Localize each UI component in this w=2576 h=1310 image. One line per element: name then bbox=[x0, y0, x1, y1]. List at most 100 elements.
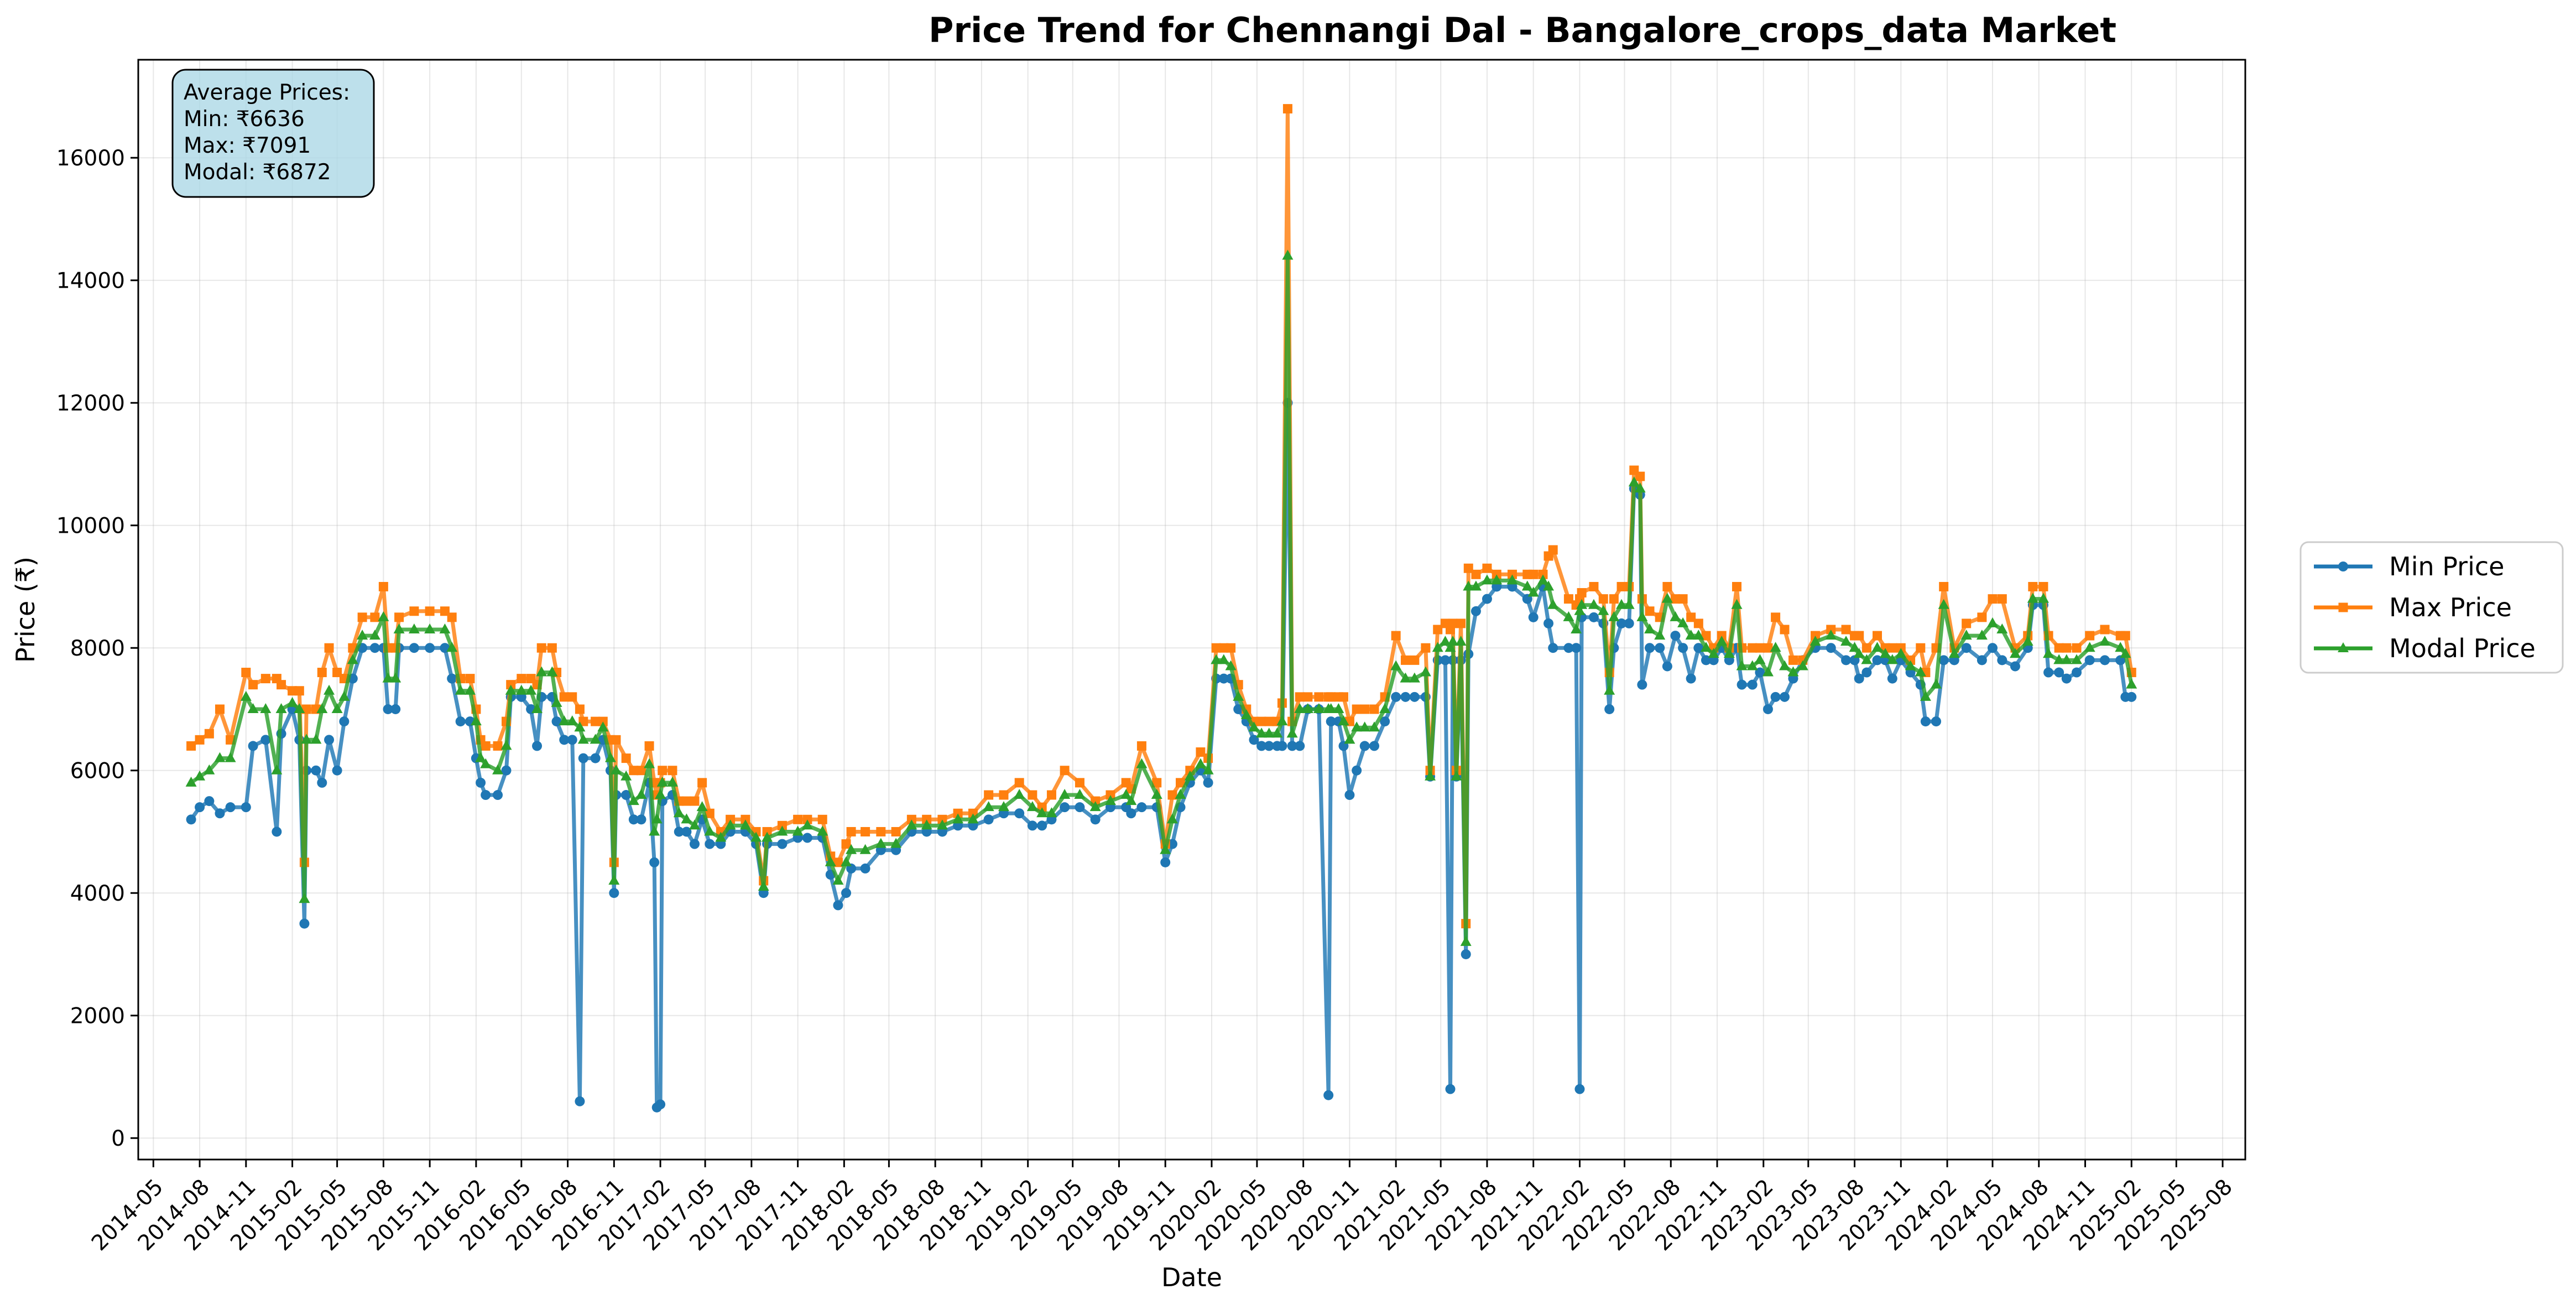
data-point bbox=[1196, 747, 1206, 757]
data-point bbox=[551, 696, 562, 707]
data-point bbox=[2126, 692, 2137, 702]
data-point bbox=[2072, 643, 2082, 653]
data-point bbox=[1256, 727, 1268, 738]
data-point bbox=[1276, 715, 1288, 726]
data-point bbox=[260, 674, 270, 684]
plot-frame bbox=[137, 59, 2246, 1161]
data-point bbox=[493, 790, 503, 800]
data-point bbox=[1662, 661, 1672, 672]
data-point bbox=[2100, 655, 2110, 666]
data-point bbox=[1218, 673, 1229, 684]
data-point bbox=[1871, 642, 1883, 652]
data-point bbox=[628, 795, 639, 805]
data-point bbox=[1896, 643, 1906, 653]
legend-item: Max Price bbox=[2314, 592, 2512, 622]
data-point bbox=[1369, 741, 1380, 751]
data-point bbox=[1176, 778, 1186, 788]
data-point bbox=[1256, 716, 1266, 726]
data-point bbox=[357, 612, 367, 622]
data-point bbox=[1693, 630, 1704, 640]
data-point bbox=[906, 814, 916, 824]
data-point bbox=[1379, 703, 1391, 713]
data-point bbox=[1409, 672, 1420, 683]
data-point bbox=[793, 814, 803, 824]
annotation-line-heading: Average Prices: bbox=[184, 80, 350, 105]
data-point bbox=[1563, 611, 1574, 621]
data-point bbox=[1872, 655, 1883, 666]
data-point bbox=[2037, 592, 2049, 603]
data-point bbox=[952, 813, 964, 824]
chart-title: Price Trend for Chennangi Dal - Bangalor… bbox=[929, 10, 2116, 50]
data-point bbox=[1460, 935, 1472, 946]
data-point bbox=[1400, 672, 1411, 683]
data-point bbox=[338, 690, 350, 701]
data-point bbox=[1736, 660, 1748, 670]
data-point bbox=[906, 819, 917, 830]
data-point bbox=[2071, 654, 2083, 664]
data-point bbox=[2009, 648, 2021, 658]
data-point bbox=[1686, 673, 1696, 684]
data-point bbox=[1359, 741, 1370, 751]
data-point bbox=[2115, 642, 2126, 652]
data-point bbox=[1645, 606, 1655, 616]
data-point bbox=[1762, 704, 1773, 714]
data-point bbox=[636, 814, 646, 825]
data-point bbox=[1136, 758, 1148, 768]
data-point bbox=[1302, 703, 1313, 713]
data-point bbox=[301, 704, 311, 714]
data-point bbox=[656, 776, 668, 787]
average-prices-annotation: Average Prices: Min: ₹6636 Max: ₹7091 Mo… bbox=[171, 69, 375, 198]
data-point bbox=[2084, 655, 2095, 666]
data-point bbox=[1456, 618, 1466, 628]
data-point bbox=[1645, 643, 1655, 653]
data-point bbox=[937, 814, 947, 824]
data-point bbox=[1574, 605, 1586, 615]
data-point bbox=[1987, 643, 1998, 653]
data-point bbox=[1323, 1090, 1334, 1100]
data-point bbox=[531, 703, 543, 713]
data-point bbox=[1634, 482, 1646, 493]
data-point bbox=[1152, 778, 1162, 788]
data-point bbox=[409, 643, 419, 653]
data-point bbox=[1770, 692, 1781, 702]
data-point bbox=[1360, 704, 1370, 714]
data-point bbox=[559, 715, 570, 726]
data-point bbox=[846, 826, 856, 836]
data-point bbox=[1654, 630, 1666, 640]
data-point bbox=[1977, 612, 1987, 622]
series-modal-price bbox=[185, 249, 2137, 946]
data-point bbox=[1286, 727, 1298, 738]
data-point bbox=[841, 839, 851, 849]
data-point bbox=[2053, 654, 2065, 664]
data-point bbox=[1609, 594, 1619, 604]
data-point bbox=[378, 611, 389, 621]
data-point bbox=[1037, 820, 1047, 831]
data-point bbox=[817, 814, 827, 824]
data-point bbox=[1538, 569, 1548, 579]
data-point bbox=[1543, 618, 1554, 628]
data-point bbox=[1369, 721, 1380, 732]
data-point bbox=[1014, 789, 1025, 799]
data-point bbox=[1447, 636, 1459, 646]
data-point bbox=[1314, 692, 1324, 702]
data-point bbox=[1014, 808, 1025, 819]
data-point bbox=[215, 704, 225, 714]
data-point bbox=[566, 715, 578, 726]
data-point bbox=[999, 790, 1009, 800]
data-point bbox=[1470, 580, 1482, 591]
data-point bbox=[1400, 655, 1410, 665]
data-point bbox=[1920, 716, 1931, 727]
data-point bbox=[1075, 802, 1085, 813]
data-point bbox=[1211, 643, 1221, 653]
data-point bbox=[536, 643, 546, 653]
data-point bbox=[1577, 588, 1587, 598]
data-point bbox=[476, 777, 486, 788]
data-point bbox=[1636, 611, 1648, 621]
legend: Min Price Max Price Modal Price bbox=[2299, 541, 2564, 674]
data-point bbox=[1167, 790, 1177, 800]
data-point bbox=[1708, 648, 1719, 658]
data-point bbox=[1359, 721, 1370, 732]
data-point bbox=[357, 630, 368, 640]
data-point bbox=[1977, 655, 1987, 666]
data-point bbox=[689, 819, 700, 830]
